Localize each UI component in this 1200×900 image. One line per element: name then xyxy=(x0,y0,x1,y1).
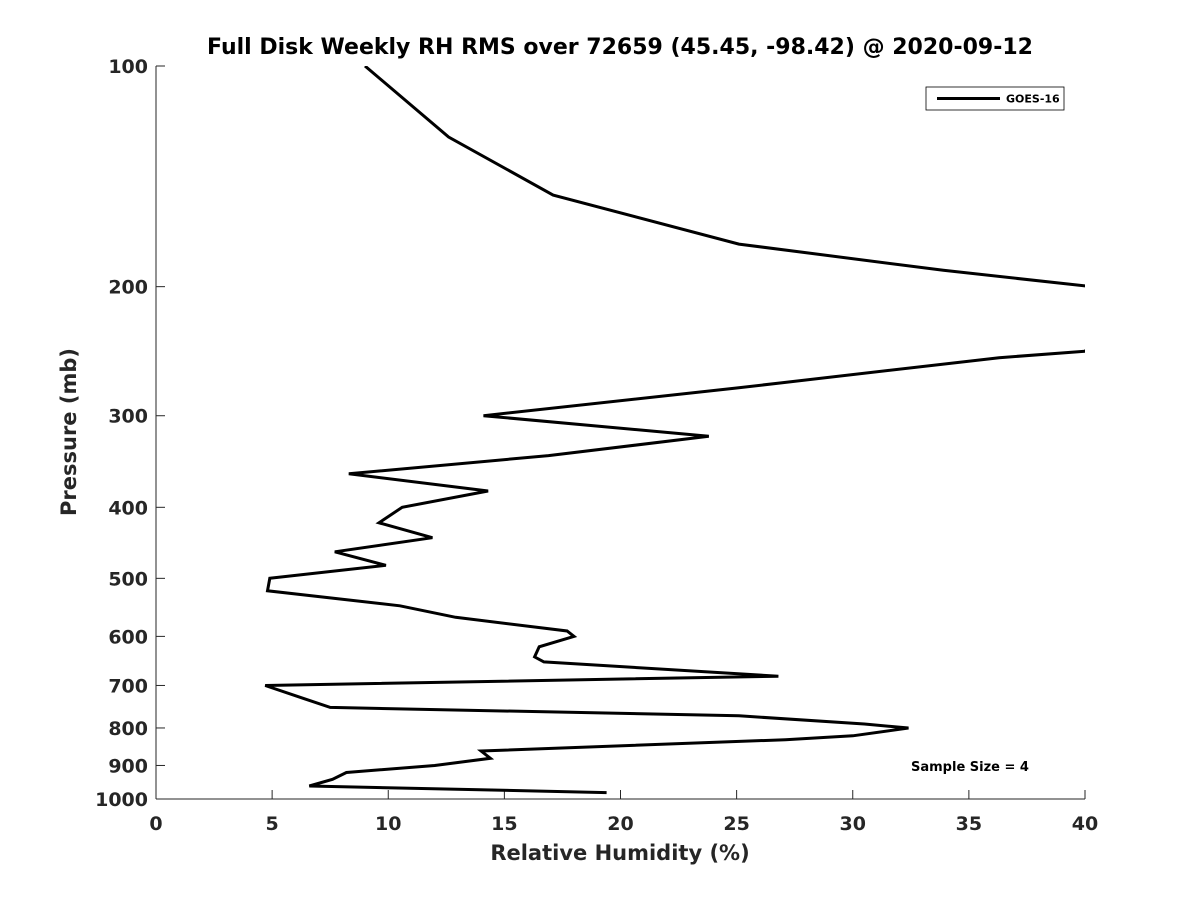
x-tick-label: 40 xyxy=(1072,813,1098,835)
x-axis-label: Relative Humidity (%) xyxy=(490,841,749,865)
y-tick-label: 300 xyxy=(108,406,148,428)
x-tick-label: 25 xyxy=(723,813,749,835)
series-group xyxy=(264,66,1085,795)
x-tick-label: 10 xyxy=(375,813,401,835)
y-tick-label: 100 xyxy=(108,56,148,78)
x-tick-label: 20 xyxy=(607,813,633,835)
y-tick-label: 500 xyxy=(108,568,148,590)
x-tick-label: 30 xyxy=(840,813,866,835)
series-line-goes-16 xyxy=(264,66,1085,795)
y-tick-label: 1000 xyxy=(95,789,148,811)
y-tick-label: 600 xyxy=(108,626,148,648)
chart-title: Full Disk Weekly RH RMS over 72659 (45.4… xyxy=(207,35,1033,60)
y-tick-label: 800 xyxy=(108,718,148,740)
y-tick-label: 400 xyxy=(108,497,148,519)
y-tick-label: 700 xyxy=(108,675,148,697)
axes xyxy=(155,66,1085,800)
y-tick-label: 900 xyxy=(108,755,148,777)
sample-size-annotation: Sample Size = 4 xyxy=(911,760,1029,775)
x-tick-label: 15 xyxy=(491,813,517,835)
legend-entry-goes-16: GOES-16 xyxy=(1006,93,1060,106)
legend: GOES-16 xyxy=(925,86,1065,111)
x-tick-label: 35 xyxy=(956,813,982,835)
y-axis-label: Pressure (mb) xyxy=(57,348,81,516)
x-ticks: 0 5 10 15 20 25 30 35 40 xyxy=(149,790,1098,835)
y-tick-label: 200 xyxy=(108,277,148,299)
x-tick-label: 5 xyxy=(266,813,279,835)
y-ticks: 100 200 300 400 500 600 700 800 900 1000 xyxy=(95,56,165,811)
x-tick-label: 0 xyxy=(149,813,162,835)
